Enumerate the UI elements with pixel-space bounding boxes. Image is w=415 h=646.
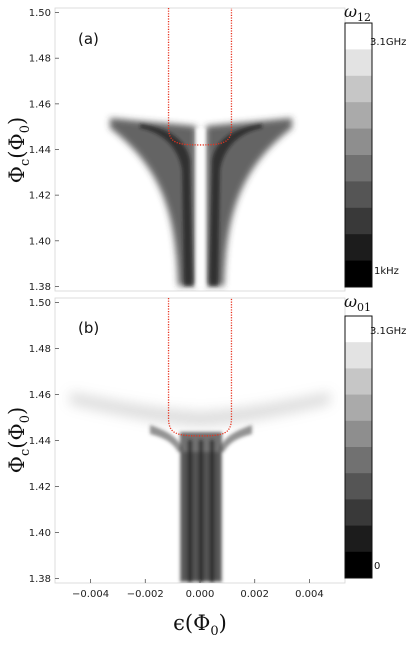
panel-b-colorbar-title-main: ω (344, 292, 357, 311)
panel-a-colorbar-title-sub: 12 (357, 11, 371, 24)
panel-a-y-tick-label: 1.42 (29, 191, 51, 202)
panel-b-heatmap (70, 298, 330, 582)
panel-b-y-label-paren: (Φ (5, 423, 29, 448)
panel-b-colorbar-swatches (345, 316, 372, 579)
panel-b-colorbar-swatch (345, 473, 372, 500)
panel-b-colorbar-title-sub: 01 (357, 301, 371, 314)
panel-b-y-tick-label: 1.40 (29, 528, 51, 539)
panel-a-colorbar-swatch (345, 128, 372, 156)
panel-a-y-tick-label: 1.40 (29, 236, 51, 247)
panel-b-colorbar-swatch (345, 420, 372, 448)
panel-b-colorbar-swatch (345, 525, 372, 553)
panel-b-colorbar-swatch (345, 447, 372, 474)
panel-b-y-tick-label: 1.42 (29, 482, 51, 493)
panel-a-label: (a) (78, 30, 99, 48)
panel-a-colorbar-frame (344, 22, 373, 288)
panel-a-y-label-paren: (Φ (5, 133, 29, 158)
panel-b-y-ticks: 1.38 1.40 1.42 1.44 1.46 1.48 1.50 (29, 298, 59, 585)
panel-a-y-ticks: 1.38 1.40 1.42 1.44 1.46 1.48 1.50 (29, 8, 59, 293)
panel-b-x-label-sub: 0 (210, 624, 218, 639)
panel-a-y-label-sub: c (18, 159, 33, 166)
panel-a-colorbar-swatch (345, 49, 372, 77)
panel-a-colorbar-max-label: 3.1GHz (370, 37, 406, 48)
panel-b-y-axis-label: Φc(Φ0) (5, 407, 33, 473)
panel-a-heatmap (110, 8, 292, 288)
panel-b-x-label-main: ϵ(Φ (173, 611, 210, 635)
panel-b-colorbar-max-label: 3.1GHz (370, 326, 406, 337)
panel-b-colorbar-swatch (345, 368, 372, 396)
panel-b-y-label-paren-sub: 0 (18, 415, 33, 423)
panel-a-y-label-main: Φ (5, 166, 29, 183)
panel-a-colorbar: ω12 3.1GHz 1kHz (344, 2, 406, 288)
panel-b-colorbar: ω01 3.1GHz 0 (344, 292, 406, 579)
panel-a: (a) 1.381.401.421.441.461.481.50 Φc(Φ0) … (5, 2, 406, 293)
panel-b-x-axis-label: ϵ(Φ0) (173, 611, 227, 639)
panel-b-x-tick-label: −0.004 (72, 589, 109, 600)
panel-b-column-stripe-left (188, 440, 192, 582)
panel-a-y-axis-label: Φc(Φ0) (5, 117, 33, 183)
panel-b-y-tick-label: 1.50 (29, 298, 51, 309)
panel-a-colorbar-swatch (345, 260, 372, 288)
panel-b-colorbar-frame (344, 315, 373, 579)
panel-a-red-curve (167, 8, 233, 146)
panel-a-colorbar-min-label: 1kHz (374, 266, 399, 277)
panel-b-colorbar-swatch (345, 551, 372, 579)
panel-b-haze (70, 392, 330, 426)
panel-a-colorbar-title-main: ω (344, 2, 357, 21)
panel-b-column-stripe-center (199, 440, 203, 582)
panel-b-y-label-main: Φ (5, 456, 29, 473)
panel-a-y-tick-label: 1.44 (29, 145, 51, 156)
panel-b-x-label-close: ) (219, 611, 227, 635)
panel-b-red-curve (167, 298, 233, 437)
panel-a-colorbar-swatches (345, 23, 372, 288)
panel-a-colorbar-swatch (345, 75, 372, 103)
panel-b: (b) 1.381.401.421.441.461.481.50 −0.004−… (5, 292, 406, 639)
panel-b-y-label-sub: c (18, 449, 33, 456)
panel-a-left-core (140, 124, 193, 286)
panel-a-colorbar-swatch (345, 155, 372, 182)
panel-a-colorbar-swatch (345, 207, 372, 235)
panel-a-colorbar-swatch (345, 23, 372, 50)
panel-a-y-label-paren-sub: 0 (18, 125, 33, 133)
panel-b-column-stripe-right (210, 440, 214, 582)
panel-b-x-ticks: −0.004 −0.002 0.000 0.002 0.004 (72, 579, 324, 600)
panel-b-x-tick-label: 0.004 (295, 589, 324, 600)
panel-a-right-core (209, 124, 262, 286)
panel-b-y-tick-label: 1.38 (29, 574, 51, 585)
panel-b-colorbar-swatch (345, 316, 372, 343)
panel-b-y-label-close: ) (5, 407, 29, 415)
panel-a-y-tick-label: 1.46 (29, 99, 51, 110)
panel-b-colorbar-swatch (345, 499, 372, 527)
panel-b-y-tick-label: 1.44 (29, 436, 51, 447)
panel-b-colorbar-title: ω01 (344, 292, 371, 314)
panel-a-colorbar-swatch (345, 181, 372, 209)
panel-a-y-tick-label: 1.48 (29, 54, 51, 65)
panel-a-y-tick-label: 1.50 (29, 8, 51, 19)
panel-b-colorbar-swatch (345, 394, 372, 422)
panel-a-right-band (206, 118, 292, 286)
panel-b-colorbar-min-label: 0 (374, 561, 380, 572)
panel-b-x-tick-label: −0.002 (127, 589, 164, 600)
panel-b-colorbar-swatch (345, 342, 372, 369)
panel-a-colorbar-swatch (345, 234, 372, 262)
panel-a-colorbar-title: ω12 (344, 2, 371, 24)
panel-a-left-band (110, 118, 196, 286)
panel-a-colorbar-swatch (345, 102, 372, 130)
panel-a-center-gap (196, 128, 205, 288)
panel-a-y-tick-label: 1.38 (29, 282, 51, 293)
panel-b-label: (b) (78, 319, 99, 337)
panel-b-x-tick-label: 0.000 (186, 589, 215, 600)
panel-a-y-label-close: ) (5, 117, 29, 125)
panel-b-y-tick-label: 1.48 (29, 344, 51, 355)
panel-b-y-tick-label: 1.46 (29, 390, 51, 401)
panel-b-x-tick-label: 0.002 (240, 589, 269, 600)
